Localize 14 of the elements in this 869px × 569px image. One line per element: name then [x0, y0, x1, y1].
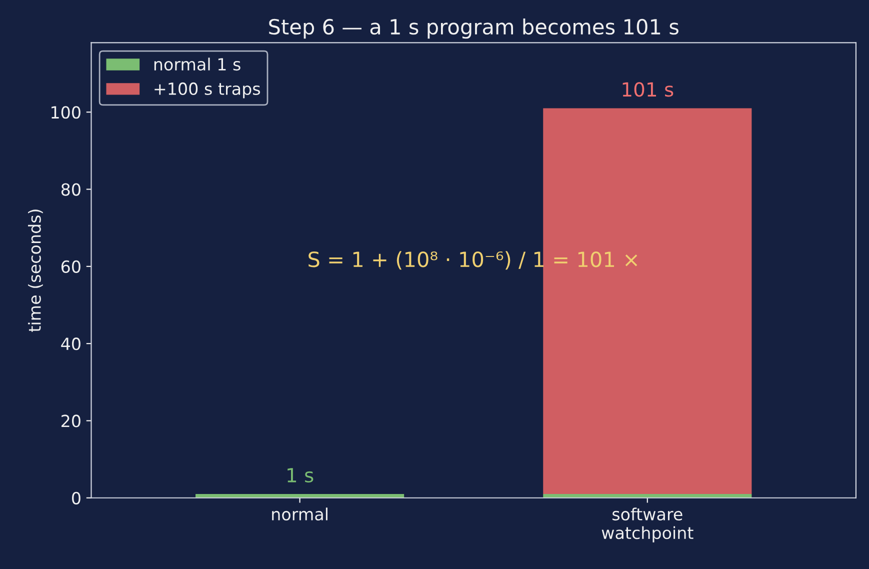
total-label: 101 s — [622, 82, 674, 97]
total-label: 1 s — [288, 468, 314, 483]
y-tick-label: 80 — [61, 183, 80, 196]
legend-label: normal 1 s — [154, 58, 240, 71]
y-tick-label: 100 — [52, 106, 80, 119]
x-tick-label: normal — [272, 508, 328, 520]
y-tick-label: 40 — [61, 338, 80, 350]
y-axis-title: time (seconds) — [28, 210, 43, 332]
chart-title: Step 6 — a 1 s program becomes 101 s — [269, 18, 678, 39]
legend-label: +100 s traps — [154, 82, 260, 98]
x-tick-label: software watchpoint — [602, 508, 694, 542]
y-tick-label: 0 — [72, 492, 80, 504]
y-tick-label: 60 — [61, 260, 80, 273]
y-tick-label: 20 — [62, 414, 80, 428]
